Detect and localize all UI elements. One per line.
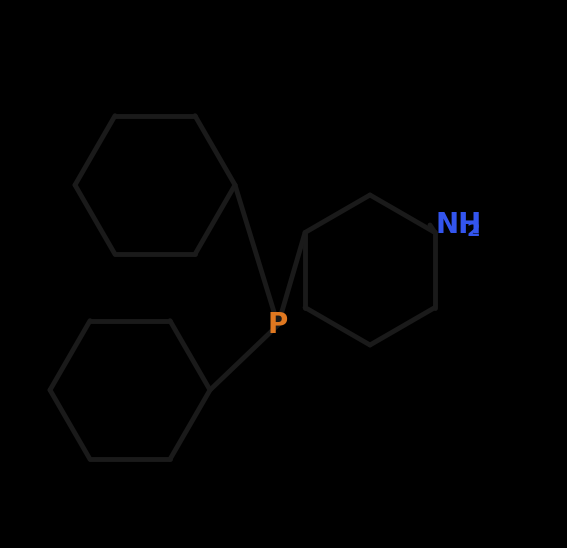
Text: 2: 2 — [467, 221, 481, 241]
Text: NH: NH — [435, 211, 481, 239]
Text: P: P — [268, 311, 288, 339]
